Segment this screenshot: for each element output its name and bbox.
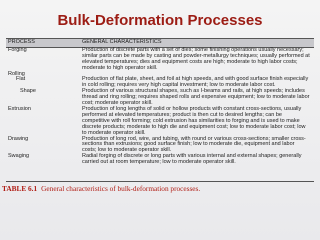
table-row: Flat Production of flat plate, sheet, and… (6, 77, 314, 89)
process-cell: Swaging (8, 153, 30, 160)
caption: TABLE 6.1 General characteristics of bulk… (2, 184, 200, 193)
table: PROCESS GENERAL CHARACTERISTICS Forging P… (6, 38, 314, 166)
table-rule (6, 181, 314, 182)
table-row: Shape Production of various structural sh… (6, 88, 314, 107)
characteristics-cell: Radial forging of discrete or long parts… (82, 153, 302, 166)
process-cell: Shape (20, 88, 36, 95)
table-row: Forging Production of discrete parts with… (6, 46, 314, 72)
characteristics-cell: Production of various structural shapes,… (82, 88, 310, 107)
characteristics-cell: Production of long lengths of solid or h… (82, 105, 306, 136)
column-header: PROCESS (8, 39, 35, 45)
characteristics-cell: Production of flat plate, sheet, and foi… (82, 76, 309, 89)
process-cell: Rolling (8, 70, 25, 77)
column-header: GENERAL CHARACTERISTICS (82, 39, 162, 45)
caption-text: General characteristics of bulk-deformat… (41, 184, 201, 193)
table-row: Extrusion Production of long lengths of s… (6, 105, 314, 137)
process-cell: Forging (8, 46, 27, 53)
table-row: Drawing Production of long rod, wire, and… (6, 135, 314, 155)
table-row: Rolling (6, 70, 314, 78)
characteristics-cell: Production of long rod, wire, and tubing… (82, 135, 306, 154)
process-cell: Drawing (8, 135, 29, 142)
page-title: Bulk-Deformation Processes (57, 12, 263, 29)
table-header: PROCESS GENERAL CHARACTERISTICS (6, 38, 314, 48)
caption-label: TABLE 6.1 (2, 184, 38, 193)
process-cell: Extrusion (8, 105, 31, 112)
table-row: Swaging Radial forging of discrete or lon… (6, 153, 314, 166)
characteristics-cell: Production of discrete parts with a set … (82, 46, 310, 71)
process-cell: Flat (16, 76, 26, 83)
